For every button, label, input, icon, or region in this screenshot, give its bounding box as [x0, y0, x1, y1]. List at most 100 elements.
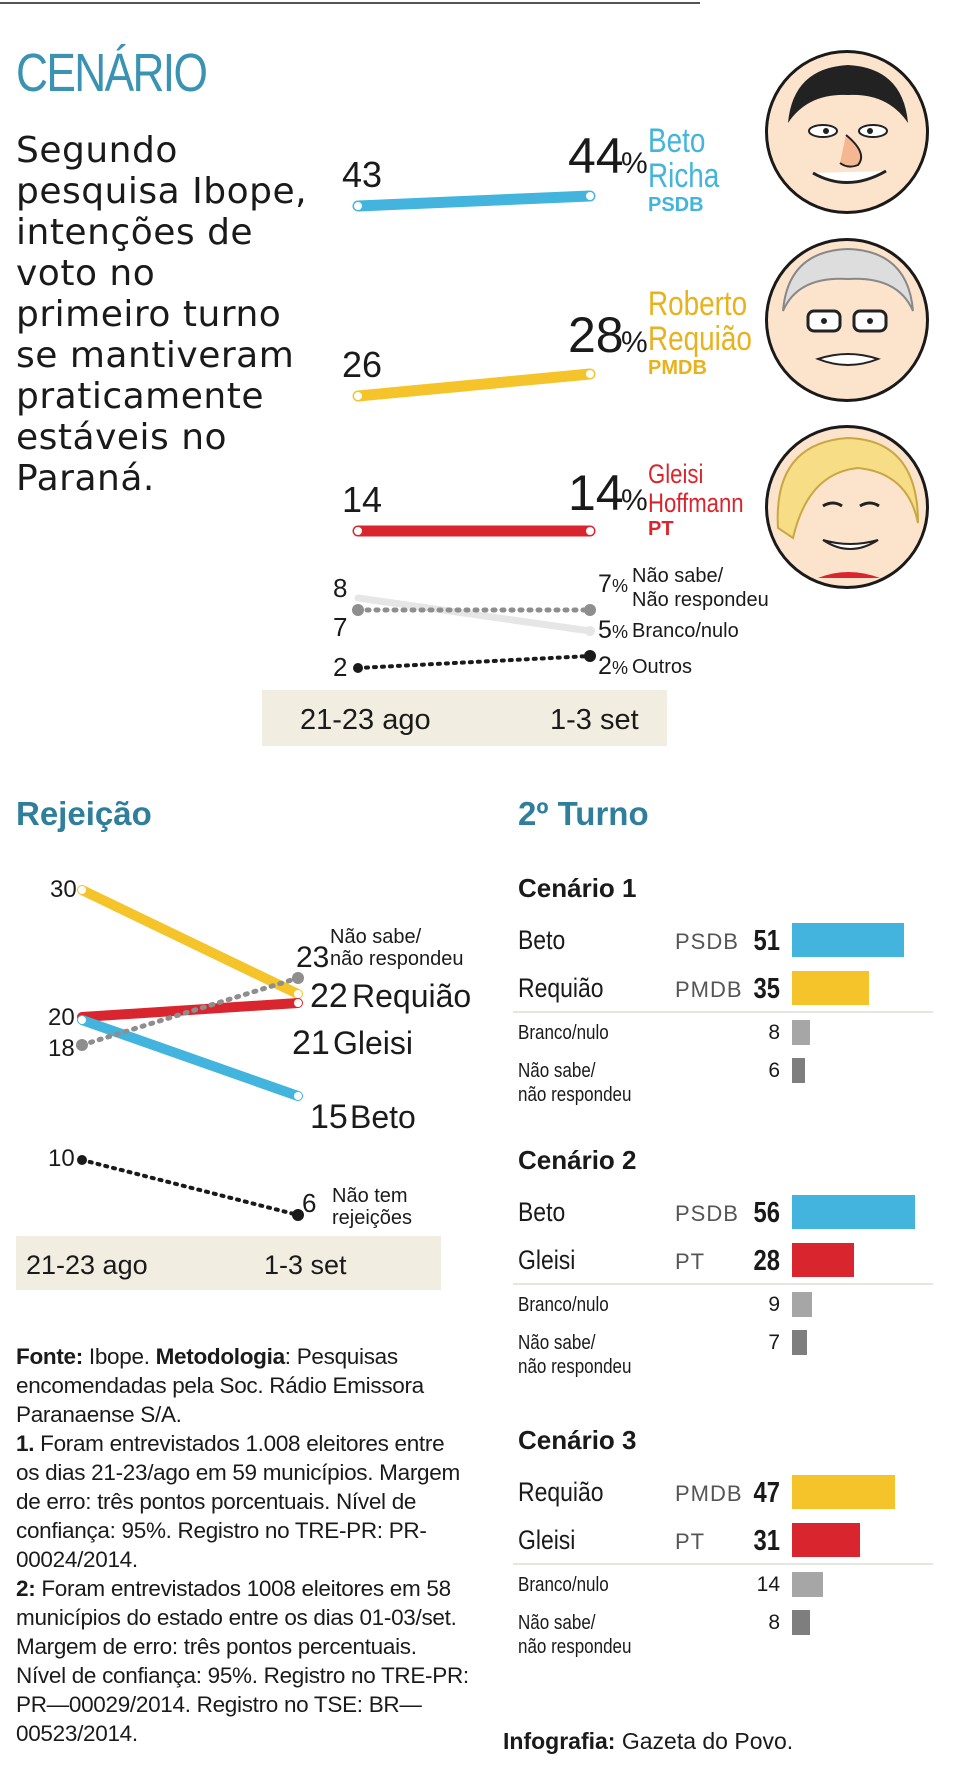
note-2-label: 2: — [16, 1576, 36, 1601]
label-branco: Branco/nulo — [632, 620, 739, 642]
pct-nao-sabe: % — [612, 576, 628, 596]
pct-beto: % — [621, 147, 648, 180]
line-branco-nulo — [354, 594, 594, 635]
scenario-row-name: Gleisi — [518, 1245, 576, 1275]
scenario-title: Cenário 3 — [518, 1425, 637, 1455]
scenario-branco-value: 9 — [768, 1293, 780, 1316]
rej-date-1: 21-23 ago — [26, 1250, 148, 1280]
scenario-nao-sabe-label: Não sabe/não respondeu — [518, 1331, 631, 1379]
line-beto — [352, 190, 596, 212]
value-requiao-1: 26 — [342, 344, 382, 385]
scenario-row-party: PMDB — [675, 1481, 743, 1506]
scenario-row-value: 31 — [753, 1525, 780, 1557]
rej-value-nao-sabe-1: 18 — [48, 1035, 75, 1062]
scenario-branco-label: Branco/nulo — [518, 1022, 609, 1044]
scenario-bar-gleisi — [792, 1243, 854, 1277]
rej-point-requiao-2 — [294, 990, 302, 998]
line-outros — [356, 654, 592, 670]
first-round-chart: 43 26 14 8 7 2 44 % 28 % 14 % 7 % 5 % 2 … — [262, 128, 769, 746]
scenario-bar-beto — [792, 1195, 916, 1229]
note-2-text: Foram entrevistados 1008 eleitores em 58… — [16, 1576, 469, 1746]
scenario-nao-sabe-label-2: não respondeu — [518, 1636, 632, 1658]
scenario-branco-label: Branco/nulo — [518, 1574, 609, 1596]
rej-label-beto: Beto — [350, 1099, 416, 1135]
credit: Infografia: Gazeta do Povo. — [503, 1728, 793, 1755]
scenario-nao-sabe-value: 8 — [768, 1611, 780, 1634]
scenario-branco-value: 14 — [756, 1573, 780, 1596]
metodologia-label: Metodologia — [155, 1344, 285, 1369]
scenario-bar-branco — [792, 1572, 823, 1597]
rej-point-nao-sabe-1 — [76, 1039, 88, 1051]
value-branco-1: 7 — [333, 612, 347, 642]
rej-point-requiao-1 — [78, 886, 86, 894]
scenario-nao-sabe-label: Não sabe/não respondeu — [518, 1611, 631, 1659]
credit-text: Gazeta do Povo. — [615, 1728, 794, 1754]
metodologia-text: : Pesquisas encomendadas pela Soc. Rádio… — [16, 1344, 424, 1427]
point-requiao-1 — [354, 392, 362, 400]
point-nao-sabe-2 — [584, 604, 596, 616]
label-nao-sabe-2: Não respondeu — [632, 589, 769, 611]
line-requiao — [352, 368, 596, 402]
footnote: Fonte: Ibope. Metodologia: Pesquisas enc… — [16, 1342, 471, 1748]
rej-value-beto-2: 15 — [310, 1098, 348, 1136]
rej-value-requiao-1: 30 — [50, 876, 77, 903]
point-gleisi-2 — [586, 527, 594, 535]
rej-line-nao-tem — [80, 1158, 300, 1217]
point-beto-1 — [354, 202, 362, 210]
caricature-requiao-icon — [782, 247, 914, 366]
rej-date-2: 1-3 set — [264, 1250, 347, 1280]
label-gleisi: Gleisi Hoffmann PT — [648, 459, 744, 541]
rej-point-beto-2 — [294, 1092, 302, 1100]
value-outros-1: 2 — [333, 652, 347, 682]
fonte-label: Fonte: — [16, 1344, 83, 1369]
scenario-row-value: 35 — [753, 973, 780, 1005]
scenario-row-value: 28 — [753, 1245, 780, 1277]
scenario-branco-value: 8 — [768, 1021, 780, 1044]
scenario-row-name: Requião — [518, 973, 604, 1003]
scenario-row-party: PSDB — [675, 929, 739, 954]
scenario-nao-sabe-value: 6 — [768, 1059, 780, 1082]
rej-line-requiao — [77, 885, 303, 999]
scenario-row-name: Requião — [518, 1477, 604, 1507]
value-gleisi-2: 14 — [568, 465, 624, 521]
rej-line-gleisi — [77, 998, 303, 1022]
rej-point-nao-sabe-2 — [292, 972, 304, 984]
rejeicao-chart: 30 20 18 10 23 Não sabe/ não respondeu 2… — [16, 876, 471, 1290]
scenario-separator — [513, 1011, 933, 1013]
first-round-date-band — [262, 690, 667, 746]
page-title: CENÁRIO — [16, 43, 208, 103]
label-nao-sabe-1: Não sabe/ — [632, 565, 724, 587]
scenario-bar-requião — [792, 1475, 896, 1509]
scenario-nao-sabe-value: 7 — [768, 1331, 780, 1354]
rej-point-gleisi-2 — [294, 999, 302, 1007]
rej-value-requiao-2: 22 — [310, 977, 348, 1015]
second-round-title: 2º Turno — [518, 795, 649, 832]
first-round-date-2: 1-3 set — [550, 704, 639, 736]
rej-line-beto — [77, 1015, 303, 1101]
rej-point-beto-1 — [78, 1016, 86, 1024]
rejeicao-title: Rejeição — [16, 795, 152, 832]
first-round-date-1: 21-23 ago — [300, 704, 431, 736]
credit-label: Infografia: — [503, 1728, 616, 1754]
scenario-bar-nao-sabe — [792, 1330, 808, 1355]
scenario-title: Cenário 2 — [518, 1145, 637, 1175]
value-beto-1: 43 — [342, 154, 382, 195]
scenario-row-value: 56 — [753, 1197, 780, 1229]
rej-value-gleisi-1: 20 — [48, 1004, 75, 1031]
scenario-row-value: 51 — [753, 925, 780, 957]
label-outros: Outros — [632, 656, 692, 678]
note-1-label: 1. — [16, 1431, 35, 1456]
rej-label-nao-tem-2: rejeições — [332, 1207, 412, 1229]
point-outros-2 — [584, 650, 596, 662]
caricature-beto-icon — [788, 65, 908, 184]
rej-label-nao-tem-1: Não tem — [332, 1185, 408, 1207]
rej-value-nao-tem-1: 10 — [48, 1145, 75, 1172]
scenario-branco-label: Branco/nulo — [518, 1294, 609, 1316]
label-requiao: Roberto Requião PMDB — [648, 285, 752, 380]
label-beto: Beto Richa PSDB — [648, 122, 720, 217]
scenario-row-party: PSDB — [675, 1201, 739, 1226]
scenario-row-party: PMDB — [675, 977, 743, 1002]
point-nao-sabe-1 — [352, 604, 364, 616]
scenario-bar-branco — [792, 1292, 812, 1317]
value-outros-2: 2 — [598, 652, 612, 680]
